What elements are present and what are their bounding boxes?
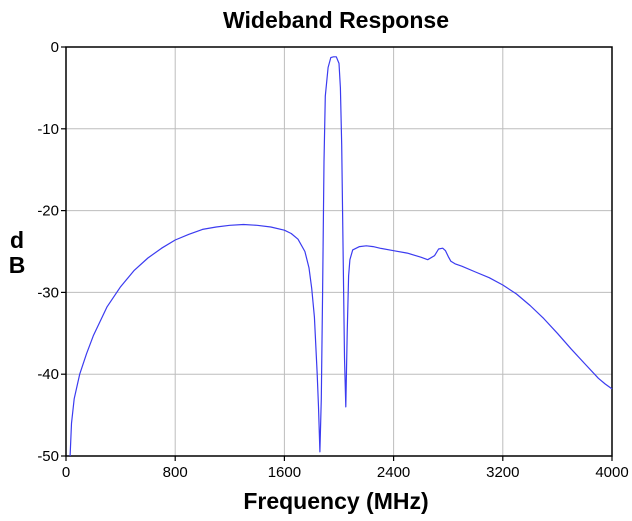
y-tick-label: -10 [37,121,59,138]
y-axis-label-line-1: d [10,227,24,253]
y-axis-label-line-2: B [9,252,26,278]
y-tick-label: -50 [37,448,59,465]
grid-lines [65,46,613,457]
series-line [69,56,613,457]
x-tick-label: 3200 [486,464,519,481]
y-tick-label: 0 [51,39,59,56]
x-tick-label: 2400 [377,464,410,481]
x-tick-label: 0 [62,464,70,481]
x-axis-label: Frequency (MHz) [243,488,428,514]
plot-frame [65,46,613,457]
x-tick-label: 4000 [595,464,628,481]
x-tick-label: 800 [163,464,188,481]
y-tick-label: -20 [37,203,59,220]
axis-ticks: 0 800 1600 2400 3200 4000 0 -10 -20 -30 -40 -50 [37,39,628,481]
x-tick-label: 1600 [268,464,301,481]
y-tick-label: -30 [37,284,59,301]
chart-title: Wideband Response [223,7,449,33]
y-tick-label: -40 [37,366,59,383]
